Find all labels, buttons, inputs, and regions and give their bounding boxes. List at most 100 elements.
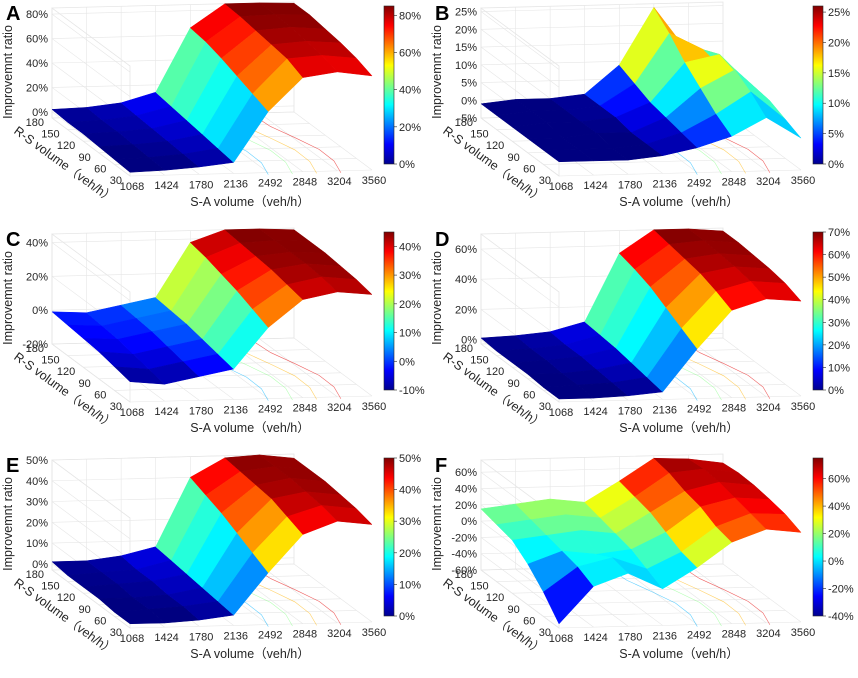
colorbar-tick-label: 60% <box>828 250 850 262</box>
colorbar-tick-label: 0% <box>399 611 415 623</box>
z-tick-label: 0% <box>461 334 477 346</box>
z-tick-label: 60% <box>26 34 48 46</box>
z-tick-label: 10% <box>455 60 477 72</box>
floor-gridline-y <box>558 169 802 177</box>
z-tick-label: 0% <box>32 107 48 119</box>
wall-gridline-z <box>480 29 560 88</box>
colorbar-tick-label: 5% <box>828 129 844 141</box>
x-tick-label: 1068 <box>549 181 573 193</box>
colorbar-tick-label: 0% <box>399 159 415 171</box>
x-tick-label: 2136 <box>223 178 247 190</box>
x-tick-label: 2848 <box>293 629 317 641</box>
colorbar-tick-label: 60% <box>399 47 421 59</box>
wall-gridline-z <box>51 453 295 461</box>
wall-gridline-z <box>51 480 131 539</box>
colorbar-tick-label: 20% <box>399 299 421 311</box>
x-axis-label: S-A volume（veh/h） <box>619 647 739 661</box>
colorbar: -10% 0% 10% 20% 30% 40% <box>383 231 425 397</box>
x-axis-label: S-A volume（veh/h） <box>190 647 310 661</box>
colorbar: 0% 5% 10% 15% 20% 25% <box>812 5 850 171</box>
z-tick-label: 0% <box>32 559 48 571</box>
colorbar-tick-label: 40% <box>399 485 421 497</box>
x-tick-label: 3560 <box>362 627 386 639</box>
x-tick-label: 2492 <box>258 630 282 642</box>
x-tick-label: 1780 <box>618 179 642 191</box>
wall-gridline-z <box>480 248 560 308</box>
floor-gridline-x <box>51 117 131 177</box>
y-tick-label: 180 <box>26 343 44 355</box>
floor-gridline-y <box>129 169 373 177</box>
y-tick-label: 120 <box>57 366 75 378</box>
surface <box>480 228 802 400</box>
panels: 1068 1424 1780 2136 2492 2848 3204 356030609012… <box>1 1 854 661</box>
y-tick-label: 30 <box>539 401 551 413</box>
z-tick-label: 0% <box>32 305 48 317</box>
floor-gridline-x <box>722 563 802 623</box>
floor-gridline-y <box>129 621 373 629</box>
z-tick-label: 40% <box>455 484 477 496</box>
x-tick-label: 2136 <box>652 178 676 190</box>
colorbar-tick-label: 50% <box>828 272 850 284</box>
panel-letter: B <box>435 3 449 25</box>
x-tick-label: 3560 <box>362 175 386 187</box>
x-tick-label: 3204 <box>327 402 351 414</box>
floor-gridline-y <box>129 395 373 403</box>
x-tick-label: 3204 <box>327 628 351 640</box>
floor-gridline-x <box>722 337 802 397</box>
z-tick-label: 20% <box>26 82 48 94</box>
y-tick-label: 180 <box>26 569 44 581</box>
x-tick-label: 2848 <box>722 403 746 415</box>
colorbar-tick-label: 20% <box>828 340 850 352</box>
x-tick-label: 3204 <box>327 176 351 188</box>
y-tick-label: 180 <box>455 117 473 129</box>
z-axis-label: Improvemnt ratio <box>1 251 15 345</box>
x-tick-label: 1780 <box>189 179 213 191</box>
wall-gridline-z <box>480 46 560 106</box>
y-tick-label: 90 <box>508 604 520 616</box>
y-tick-label: 60 <box>523 615 535 627</box>
colorbar: 0% 20% 40% 60% 80% <box>383 5 421 171</box>
x-tick-label: 2136 <box>652 630 676 642</box>
z-tick-label: 20% <box>26 271 48 283</box>
y-tick-label: 90 <box>508 152 520 164</box>
y-tick-label: 90 <box>508 378 520 390</box>
z-tick-label: 20% <box>455 500 477 512</box>
colorbar-tick-label: 40% <box>399 241 421 253</box>
z-tick-label: 30% <box>26 497 48 509</box>
wall-gridline-z <box>51 38 131 97</box>
y-tick-label: 30 <box>110 401 122 413</box>
z-tick-label: 0% <box>461 95 477 107</box>
y-tick-label: 150 <box>41 355 59 367</box>
z-tick-label: -5% <box>457 113 477 125</box>
y-tick-label: 60 <box>523 163 535 175</box>
wall-gridline-z <box>51 343 131 403</box>
z-tick-label: 40% <box>455 274 477 286</box>
y-tick-label: 150 <box>41 129 59 141</box>
z-axis-label: Improvemnt ratio <box>1 25 15 119</box>
floor-gridline-y <box>558 621 802 629</box>
surface-cell <box>321 55 373 77</box>
z-tick-label: -40% <box>451 549 477 561</box>
y-tick-label: 120 <box>57 140 75 152</box>
z-axis-label: Improvemnt ratio <box>430 25 444 119</box>
y-tick-label: 120 <box>486 366 504 378</box>
colorbar-tick-label: 0% <box>399 356 415 368</box>
x-tick-label: 2136 <box>652 404 676 416</box>
surface-cell <box>321 276 373 295</box>
colorbar-tick-label: 15% <box>828 68 850 80</box>
colorbar-tick-label: 40% <box>399 85 421 97</box>
y-tick-label: 120 <box>486 140 504 152</box>
y-tick-label: 120 <box>486 592 504 604</box>
surface-cell <box>750 91 802 139</box>
x-tick-label: 2492 <box>258 404 282 416</box>
x-tick-label: 2848 <box>722 177 746 189</box>
colorbar-tick-label: 20% <box>399 122 421 134</box>
colorbar-gradient <box>812 231 824 391</box>
colorbar-tick-label: 0% <box>828 556 844 568</box>
colorbar-tick-label: 20% <box>828 37 850 49</box>
floor-gridline-y <box>543 158 786 165</box>
